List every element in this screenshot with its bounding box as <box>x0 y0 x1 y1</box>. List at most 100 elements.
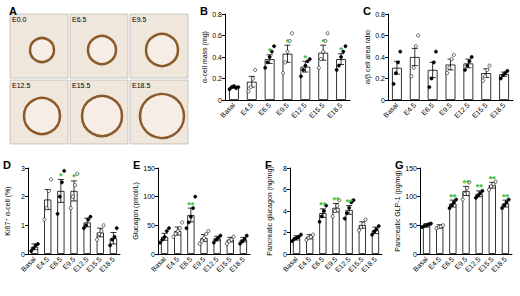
svg-text:0.6: 0.6 <box>375 32 385 39</box>
svg-text:E15.5: E15.5 <box>308 101 326 119</box>
svg-text:0.2: 0.2 <box>212 75 222 82</box>
svg-text:0: 0 <box>218 97 222 104</box>
svg-text:E18.5: E18.5 <box>228 255 246 273</box>
svg-text:**: ** <box>462 178 470 188</box>
svg-text:0: 0 <box>151 251 155 258</box>
svg-text:E12.5: E12.5 <box>71 255 90 274</box>
svg-text:**: ** <box>489 174 497 184</box>
svg-text:**: ** <box>332 195 340 205</box>
svg-text:E15.5: E15.5 <box>72 82 90 89</box>
svg-text:E9.5: E9.5 <box>132 16 147 23</box>
svg-text:E4.5: E4.5 <box>35 255 50 270</box>
svg-text:E4.5: E4.5 <box>402 101 417 116</box>
svg-text:E15.5: E15.5 <box>476 255 495 274</box>
svg-text:*: * <box>72 172 76 182</box>
svg-text:Pancreatic GLP-1 (pg/mg): Pancreatic GLP-1 (pg/mg) <box>394 170 402 251</box>
svg-text:E4.5: E4.5 <box>427 255 442 270</box>
svg-text:**: ** <box>346 197 354 207</box>
svg-text:E15.5: E15.5 <box>346 255 365 274</box>
svg-text:*: * <box>304 53 308 63</box>
svg-text:2: 2 <box>21 193 25 200</box>
svg-text:E6.5: E6.5 <box>48 255 63 270</box>
svg-text:E6.5: E6.5 <box>310 255 325 270</box>
svg-text:Basal: Basal <box>382 101 400 119</box>
svg-text:0: 0 <box>413 251 417 258</box>
svg-text:0.8: 0.8 <box>375 11 385 18</box>
svg-text:E9.5: E9.5 <box>438 101 453 116</box>
svg-text:2: 2 <box>283 229 287 236</box>
svg-text:0.8: 0.8 <box>212 11 222 18</box>
svg-text:E4.5: E4.5 <box>297 255 312 270</box>
svg-text:E: E <box>133 159 140 171</box>
svg-text:E4.5: E4.5 <box>165 255 180 270</box>
svg-text:0.4: 0.4 <box>375 54 385 61</box>
svg-text:*: * <box>268 46 272 56</box>
svg-text:0: 0 <box>283 251 287 258</box>
svg-text:**: ** <box>187 200 195 210</box>
svg-text:E12.5: E12.5 <box>333 255 352 274</box>
svg-text:E12.5: E12.5 <box>201 255 220 274</box>
svg-text:A: A <box>9 5 17 17</box>
svg-text:**: ** <box>476 182 484 192</box>
svg-text:4: 4 <box>283 208 287 215</box>
svg-text:E12.5: E12.5 <box>463 255 482 274</box>
svg-text:E18.5: E18.5 <box>326 101 344 119</box>
svg-text:50: 50 <box>147 222 155 229</box>
svg-text:Basal: Basal <box>282 255 300 273</box>
svg-text:0: 0 <box>21 251 25 258</box>
svg-text:Basal: Basal <box>412 255 430 273</box>
svg-text:150: 150 <box>143 165 155 172</box>
svg-text:E15.5: E15.5 <box>84 255 103 274</box>
svg-text:F: F <box>265 159 272 171</box>
svg-text:G: G <box>395 159 404 171</box>
svg-text:E9.5: E9.5 <box>275 101 290 116</box>
svg-text:E12.5: E12.5 <box>12 82 30 89</box>
svg-text:100: 100 <box>143 193 155 200</box>
svg-text:E18.5: E18.5 <box>98 255 116 273</box>
svg-text:100: 100 <box>405 193 417 200</box>
svg-text:1: 1 <box>21 222 25 229</box>
svg-text:Basal: Basal <box>219 101 237 119</box>
svg-text:**: ** <box>449 192 457 202</box>
svg-text:E6.5: E6.5 <box>420 101 435 116</box>
svg-text:8: 8 <box>283 165 287 172</box>
svg-text:Basal: Basal <box>150 255 168 273</box>
svg-text:C: C <box>363 5 371 17</box>
svg-text:E18.5: E18.5 <box>360 255 378 273</box>
svg-text:50: 50 <box>409 222 417 229</box>
svg-text:*: * <box>339 45 343 55</box>
svg-text:E18.5: E18.5 <box>490 255 508 273</box>
svg-text:0.6: 0.6 <box>212 32 222 39</box>
svg-text:*: * <box>286 37 290 47</box>
svg-text:0.2: 0.2 <box>375 75 385 82</box>
svg-text:E6.5: E6.5 <box>440 255 455 270</box>
svg-text:E6.5: E6.5 <box>257 101 272 116</box>
svg-text:E12.5: E12.5 <box>453 101 471 119</box>
svg-text:E18.5: E18.5 <box>489 101 507 119</box>
svg-text:E4.5: E4.5 <box>239 101 254 116</box>
svg-text:E6.5: E6.5 <box>178 255 193 270</box>
svg-text:D: D <box>3 159 11 171</box>
svg-text:Glucagon (pmol/L): Glucagon (pmol/L) <box>132 182 140 240</box>
svg-text:α/β cell area ratio: α/β cell area ratio <box>364 30 372 84</box>
svg-text:Pancreatic glucagon (ng/mg): Pancreatic glucagon (ng/mg) <box>266 166 274 256</box>
svg-text:α-cell mass (mg): α-cell mass (mg) <box>201 31 209 83</box>
svg-text:Ki67⁺ α-cell (%): Ki67⁺ α-cell (%) <box>4 186 12 235</box>
svg-text:E12.5: E12.5 <box>290 101 308 119</box>
svg-text:0: 0 <box>381 97 385 104</box>
svg-text:B: B <box>200 5 208 17</box>
svg-text:E15.5: E15.5 <box>471 101 489 119</box>
svg-text:E18.5: E18.5 <box>132 82 150 89</box>
svg-text:**: ** <box>319 200 327 210</box>
svg-text:E6.5: E6.5 <box>72 16 87 23</box>
svg-text:*: * <box>321 37 325 47</box>
svg-text:**: ** <box>502 192 510 202</box>
svg-text:*: * <box>59 171 63 181</box>
svg-text:Basal: Basal <box>20 255 38 273</box>
svg-text:E0.0: E0.0 <box>12 16 27 23</box>
svg-text:6: 6 <box>283 186 287 193</box>
svg-text:E15.5: E15.5 <box>214 255 233 274</box>
svg-text:3: 3 <box>21 165 25 172</box>
svg-text:150: 150 <box>405 165 417 172</box>
svg-text:0.4: 0.4 <box>212 54 222 61</box>
